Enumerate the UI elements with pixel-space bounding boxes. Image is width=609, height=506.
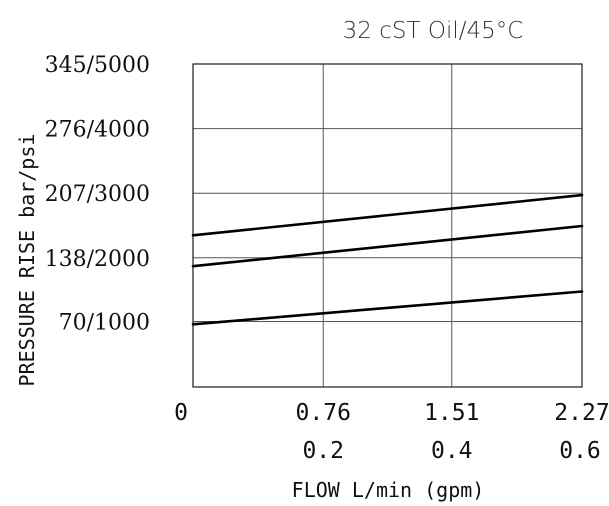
x-tick-label: 2.27	[554, 400, 609, 426]
chart-title: 32 cST Oil/45°C	[343, 18, 524, 44]
x-tick-label-secondary: 0.4	[431, 438, 473, 464]
x-tick-label: 1.51	[424, 400, 479, 426]
x-tick-label-secondary: 0.2	[302, 438, 344, 464]
y-axis-label: PRESSURE RISE bar/psi	[15, 134, 39, 387]
y-tick-label: 345/5000	[45, 53, 150, 78]
x-tick-labels: 0 0.76 1.51 2.27	[174, 400, 609, 426]
plot-frame	[192, 63, 583, 388]
y-tick-label: 207/3000	[45, 182, 150, 207]
x-tick-label-secondary: 0.6	[559, 438, 601, 464]
series-layer	[191, 193, 584, 326]
series-line-3	[191, 290, 584, 326]
x-tick-label: 0	[174, 400, 188, 426]
x-axis-label: FLOW L/min (gpm)	[292, 478, 485, 502]
series-line-2	[191, 224, 584, 268]
y-tick-label: 276/4000	[45, 118, 150, 143]
x-tick-label: 0.76	[296, 400, 351, 426]
y-tick-labels: 70/1000 138/2000 207/3000 276/4000 345/5000	[45, 53, 150, 335]
y-tick-label: 138/2000	[45, 247, 150, 272]
grid	[193, 64, 582, 387]
y-tick-label: 70/1000	[59, 310, 150, 335]
series-line-1	[191, 193, 584, 237]
x-tick-labels-secondary: 0.2 0.4 0.6	[302, 438, 600, 464]
